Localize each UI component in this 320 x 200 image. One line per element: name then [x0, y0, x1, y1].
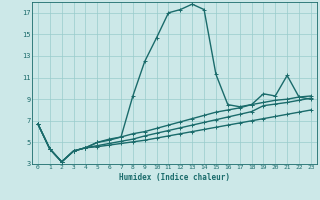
X-axis label: Humidex (Indice chaleur): Humidex (Indice chaleur): [119, 173, 230, 182]
